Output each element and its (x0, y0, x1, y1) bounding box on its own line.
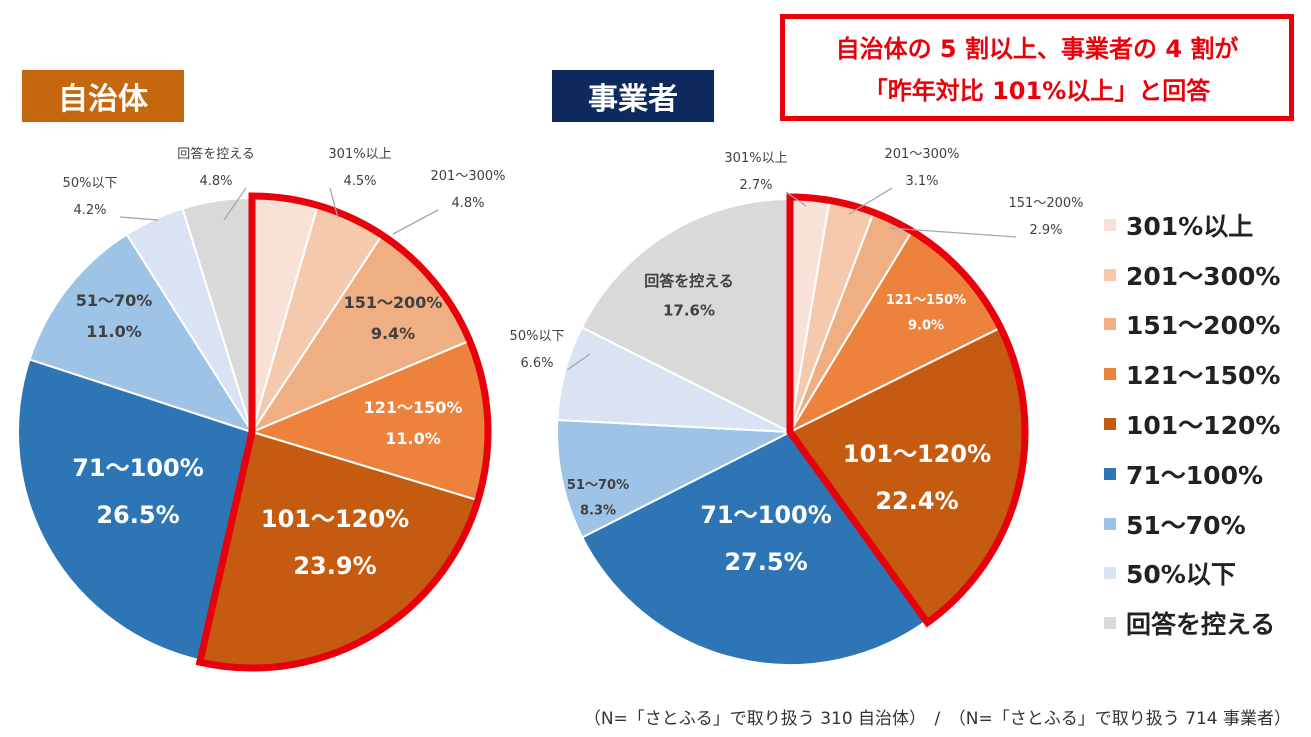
legend-swatch (1104, 218, 1116, 231)
legend-label: 121～150% (1126, 361, 1281, 391)
legend-item: 71～100% (1104, 449, 1280, 499)
leader-line (888, 227, 1017, 238)
pie-municipality: 301%以上 4.5% 201～300% 4.8% 151～200% 9.4% 121～15… (17, 146, 506, 672)
slice-value: 11.0% (385, 429, 441, 448)
slice-value: 2.9% (1029, 223, 1062, 238)
legend-label: 51～70% (1126, 510, 1246, 540)
slice-label: 50%以下 (63, 176, 118, 191)
legend: 301%以上 201～300% 151～200% 121～150% 101～120% 71… (1104, 200, 1280, 648)
slice-value: 6.6% (520, 356, 553, 371)
legend-swatch (1104, 517, 1116, 530)
slice-label: 201～300% (431, 169, 506, 184)
legend-item: 301%以上 (1104, 200, 1280, 250)
pie-slice (556, 418, 794, 539)
pie-slice (28, 232, 255, 434)
legend-label: 回答を控える (1126, 610, 1276, 640)
slice-value: 4.8% (451, 196, 484, 211)
slice-value: 23.9% (293, 552, 376, 580)
legend-item: 50%以下 (1104, 549, 1280, 599)
slice-value: 11.0% (86, 322, 142, 341)
legend-swatch (1104, 268, 1116, 281)
leader-line (566, 353, 591, 371)
callout-line-1: 自治体の 5 割以上、事業者の 4 割が (835, 35, 1239, 63)
slice-label: 回答を控える (177, 146, 255, 162)
slice-value: 4.2% (73, 203, 106, 218)
slice-label: 301%以上 (724, 151, 787, 166)
legend-item: 201～300% (1104, 250, 1280, 300)
slice-label: 201～300% (885, 147, 960, 162)
slice-value: 4.8% (199, 174, 232, 189)
pie-business: 301%以上 2.7% 201～300% 3.1% 151～200% 2.9% 121～15… (510, 147, 1084, 666)
municipality-tag: 自治体 (22, 70, 184, 122)
legend-item: 51～70% (1104, 499, 1280, 549)
slice-label: 101～120% (843, 440, 991, 468)
legend-item: 151～200% (1104, 300, 1280, 350)
slice-value: 27.5% (724, 548, 807, 576)
leader-line (119, 216, 159, 221)
slice-label: 101～120% (261, 505, 409, 533)
slice-label: 71～100% (72, 454, 204, 482)
slice-value: 2.7% (739, 178, 772, 193)
legend-swatch (1104, 617, 1116, 630)
slice-label: 51～70% (567, 478, 629, 493)
slice-label: 151～200% (1009, 196, 1084, 211)
legend-item: 121～150% (1104, 349, 1280, 399)
legend-swatch (1104, 418, 1116, 431)
slice-value: 9.0% (908, 318, 944, 333)
slice-value: 22.4% (875, 487, 958, 515)
slice-value: 9.4% (371, 324, 415, 343)
leader-line (785, 191, 807, 207)
legend-label: 71～100% (1126, 460, 1264, 490)
legend-swatch (1104, 567, 1116, 580)
pie-slice (17, 358, 254, 662)
slice-value: 26.5% (96, 501, 179, 529)
slice-label: 301%以上 (328, 147, 391, 162)
legend-swatch (1104, 318, 1116, 331)
pie-slice (580, 430, 928, 666)
slice-label: 121～150% (364, 398, 463, 417)
leader-line (392, 209, 439, 235)
slice-label: 回答を控える (644, 272, 734, 290)
legend-label: 101～120% (1126, 411, 1281, 441)
slice-value: 17.6% (663, 301, 715, 319)
slice-value: 3.1% (905, 174, 938, 189)
highlight-outline (195, 192, 492, 672)
legend-label: 50%以下 (1126, 560, 1236, 590)
leader-line (848, 187, 893, 215)
legend-item: 101～120% (1104, 399, 1280, 449)
legend-label: 151～200% (1126, 311, 1281, 341)
slice-value: 8.3% (580, 503, 616, 518)
slice-label: 121～150% (886, 293, 966, 308)
legend-item: 回答を控える (1104, 598, 1280, 648)
legend-label: 201～300% (1126, 261, 1281, 291)
slice-label: 151～200% (344, 293, 443, 312)
slice-label: 51～70% (76, 291, 153, 310)
leader-line (329, 187, 339, 219)
callout-line-2: 「昨年対比 101%以上」と回答 (863, 77, 1211, 105)
business-tag: 事業者 (552, 70, 714, 122)
slice-label: 50%以下 (510, 329, 565, 344)
footnote: （N=「さとふる」で取り扱う 310 自治体） / （N=「さとふる」で取り扱う… (583, 709, 1291, 729)
callout-box: 自治体の 5 割以上、事業者の 4 割が 「昨年対比 101%以上」と回答 (780, 14, 1294, 121)
legend-swatch (1104, 467, 1116, 480)
slice-value: 4.5% (343, 174, 376, 189)
leader-line (223, 187, 247, 221)
pie-slice (580, 197, 791, 434)
legend-label: 301%以上 (1126, 211, 1254, 241)
legend-swatch (1104, 368, 1116, 381)
highlight-outline (786, 193, 1029, 628)
slice-label: 71～100% (700, 501, 832, 529)
